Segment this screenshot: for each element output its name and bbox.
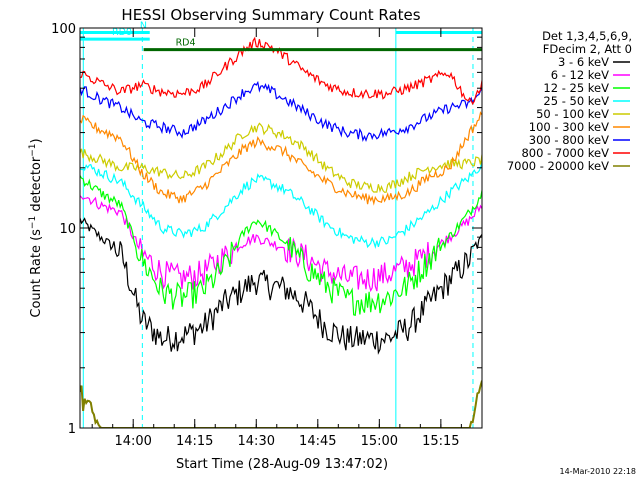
series-line-9 [80,380,482,428]
y-tick-label: 1 [68,422,76,437]
plot-layer: N RD0 RD4 [80,20,482,428]
chart-title: HESSI Observing Summary Count Rates [121,6,420,24]
series-line-2 [80,195,482,293]
x-tick-label: 14:30 [238,434,275,449]
axes-layer: 14:00 14:15 14:30 14:45 15:00 15:15 1 10 100 [51,22,482,449]
series-line-7 [80,80,482,143]
footer-timestamp: 14-Mar-2010 22:18 [560,467,637,476]
legend-label: 12 - 25 keV [543,81,609,95]
x-tick-label: 15:15 [422,434,459,449]
x-tick-label: 14:45 [299,434,336,449]
series-group [80,28,482,428]
x-tick-label: 14:00 [114,434,151,449]
legend-label: 800 - 7000 keV [521,146,609,160]
x-tick-label: 15:00 [361,434,398,449]
y-tick-label: 10 [59,222,76,237]
legend-label: 50 - 100 keV [536,107,609,121]
x-axis-label: Start Time (28-Aug-09 13:47:02) [176,457,388,472]
series-line-5 [80,122,482,193]
legend-label: 7000 - 20000 keV [507,159,609,173]
legend-label: 300 - 800 keV [529,133,609,147]
annotation-label-n: N [140,20,147,31]
legend: Det 1,3,4,5,6,9,FDecim 2, Att 03 - 6 keV… [507,29,632,173]
series-line-8 [80,36,482,106]
series-line-4 [80,159,482,249]
annotation-label-rd4: RD4 [176,38,196,49]
y-axis-label: Count Rate (s−1 detector−1) [28,138,44,317]
x-tick-label: 14:15 [176,434,213,449]
legend-label: 100 - 300 keV [529,120,609,134]
series-line-6 [80,111,482,206]
annotation-label-rd0: RD0 [112,27,132,38]
legend-header: FDecim 2, Att 0 [543,42,632,56]
legend-label: 6 - 12 keV [551,68,609,82]
legend-label: 25 - 50 keV [543,94,609,108]
y-tick-label: 100 [51,22,76,37]
legend-header: Det 1,3,4,5,6,9, [542,29,632,43]
legend-label: 3 - 6 keV [558,55,609,69]
series-line-1 [80,217,482,355]
series-line-3 [80,175,482,316]
